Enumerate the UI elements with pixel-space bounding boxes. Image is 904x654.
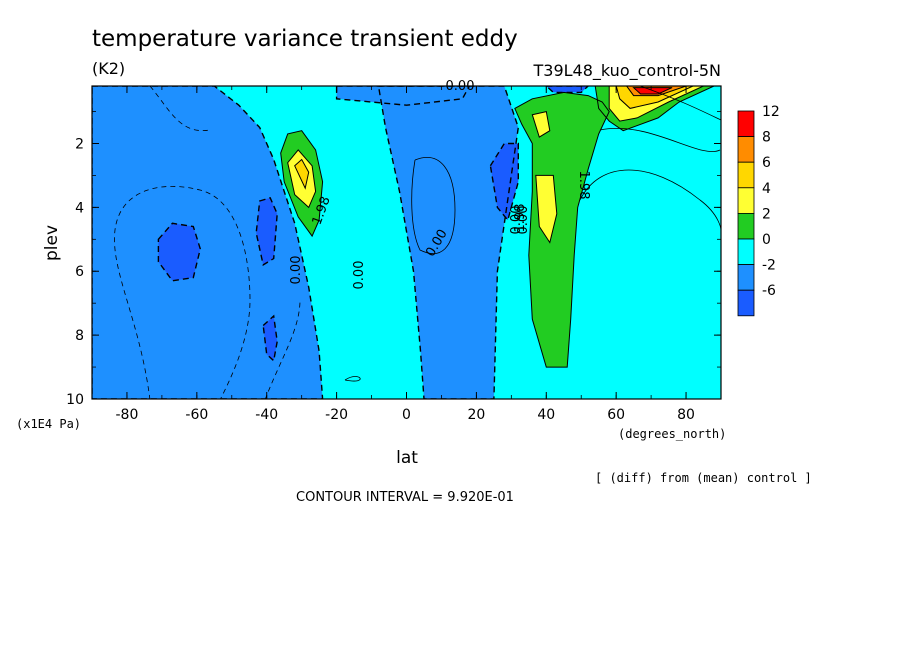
header: temperature variance transient eddy (K2)… <box>92 26 721 81</box>
outline-nh-top-neg2 <box>545 86 590 94</box>
outline-nh-pos4-b <box>531 110 551 138</box>
contour-line <box>579 169 721 231</box>
colorbar-swatch <box>737 289 755 317</box>
colorbar-swatch <box>737 212 755 240</box>
x-tick-label: -60 <box>185 407 208 423</box>
contour-line-dashed <box>264 299 301 399</box>
contour-label: 1.98 <box>576 171 591 200</box>
outline-sh-negative <box>92 86 324 399</box>
contour-lines <box>114 86 721 399</box>
outline-neg2-b <box>255 196 278 267</box>
outline-neg2-c <box>262 314 278 363</box>
colorbar-swatch <box>737 264 755 291</box>
contour-line <box>639 86 721 121</box>
contour-fill-regions <box>92 86 714 399</box>
x-tick-label: 60 <box>607 407 625 423</box>
outline-sh-pos6 <box>294 158 310 190</box>
contour-label: 0.00 <box>509 206 524 235</box>
y-tick-label: 10 <box>66 392 84 408</box>
region-sh-negative <box>92 86 323 399</box>
plot-area: 0.000.00 0.000.000.000.001.98 1.981.98 <box>91 79 722 400</box>
contour-label: 1.98 <box>513 204 528 233</box>
diff-note: [ (diff) from (mean) control ] <box>595 471 812 485</box>
contour-label: 0.00 <box>352 261 367 290</box>
region-neg2-b <box>256 197 278 265</box>
outline-nh-top-pos12 <box>632 87 673 95</box>
x-tick-label: -80 <box>116 407 139 423</box>
contour-label: 0.00 <box>516 206 531 235</box>
contour-line <box>599 128 721 152</box>
outline-nh-top-pos4 <box>608 86 704 122</box>
outline-nh-top-pos8 <box>625 86 687 97</box>
colorbar-label: 2 <box>762 206 771 222</box>
colorbar-swatch <box>737 110 755 138</box>
outline-nh-pos4-a <box>535 174 558 244</box>
outline-tropical-negative <box>377 86 520 399</box>
outline-neg2-d <box>489 142 519 222</box>
outline-neg2-a <box>157 222 202 282</box>
outline-nh-top-neg <box>335 86 471 106</box>
y-tick-label: 2 <box>75 136 84 152</box>
contour-label: 0.00 <box>289 256 304 285</box>
region-nh-pos4-a <box>535 175 557 243</box>
region-nh-pos4-b <box>532 111 550 138</box>
y-tick-label: 6 <box>75 264 84 280</box>
outline-sh-positive <box>280 130 324 238</box>
colorbar-swatch <box>737 136 755 163</box>
region-nh-top-neg2 <box>546 86 589 93</box>
contour-interval: CONTOUR INTERVAL = 9.920E-01 <box>296 490 514 505</box>
colorbar-label: 8 <box>762 130 771 146</box>
x-tick-label: 40 <box>537 407 555 423</box>
contour-outlines <box>92 86 715 399</box>
region-neg2-d <box>490 143 519 221</box>
outline-nh-positive <box>514 91 610 368</box>
colorbar-label: 12 <box>762 104 780 120</box>
contour-line-dashed <box>114 186 251 399</box>
x-tick-label: -20 <box>325 407 348 423</box>
colorbar: 12 8 6 4 2 0 -2 -6 <box>737 104 780 317</box>
colorbar-label: 0 <box>762 232 771 248</box>
run-label: T39L48_kuo_control-5N <box>533 61 722 81</box>
y-axis: 2 4 6 8 10 <box>66 111 721 408</box>
x-tick-label: 20 <box>467 407 485 423</box>
colorbar-swatch <box>737 161 755 189</box>
y-axis-units: (x1E4 Pa) <box>16 417 81 431</box>
x-tick-label: 80 <box>677 407 695 423</box>
y-tick-label: 8 <box>75 328 84 344</box>
region-nh-top-neg <box>336 86 470 106</box>
outline-nh-top-positive <box>594 86 715 132</box>
x-axis-label: lat <box>396 448 418 468</box>
region-nh-positive <box>514 92 610 368</box>
x-axis-units: (degrees_north) <box>618 427 726 441</box>
region-neg2-a <box>158 223 201 281</box>
contour-line <box>411 157 456 254</box>
colorbar-label: -6 <box>762 283 776 299</box>
outline-sh-pos4 <box>287 149 317 209</box>
colorbar-label: -2 <box>762 258 776 274</box>
contour-line <box>344 376 361 382</box>
colorbar-swatch <box>737 238 755 266</box>
x-axis: -80 -60 -40 -20 0 20 40 60 80 <box>91 86 722 423</box>
colorbar-label: 4 <box>762 181 771 197</box>
chart-title: temperature variance transient eddy <box>92 26 518 52</box>
x-tick-label: 0 <box>402 407 411 423</box>
outline-nh-top-pos6 <box>615 86 694 109</box>
region-tropical-negative <box>378 86 519 399</box>
x-tick-label: -40 <box>255 407 278 423</box>
colorbar-label: 6 <box>762 155 771 171</box>
y-tick-label: 4 <box>75 200 84 216</box>
units-label: (K2) <box>92 59 125 78</box>
colorbar-swatch <box>737 187 755 214</box>
contour-label: 0.00 <box>446 79 475 94</box>
y-axis-label: plev <box>42 225 62 261</box>
